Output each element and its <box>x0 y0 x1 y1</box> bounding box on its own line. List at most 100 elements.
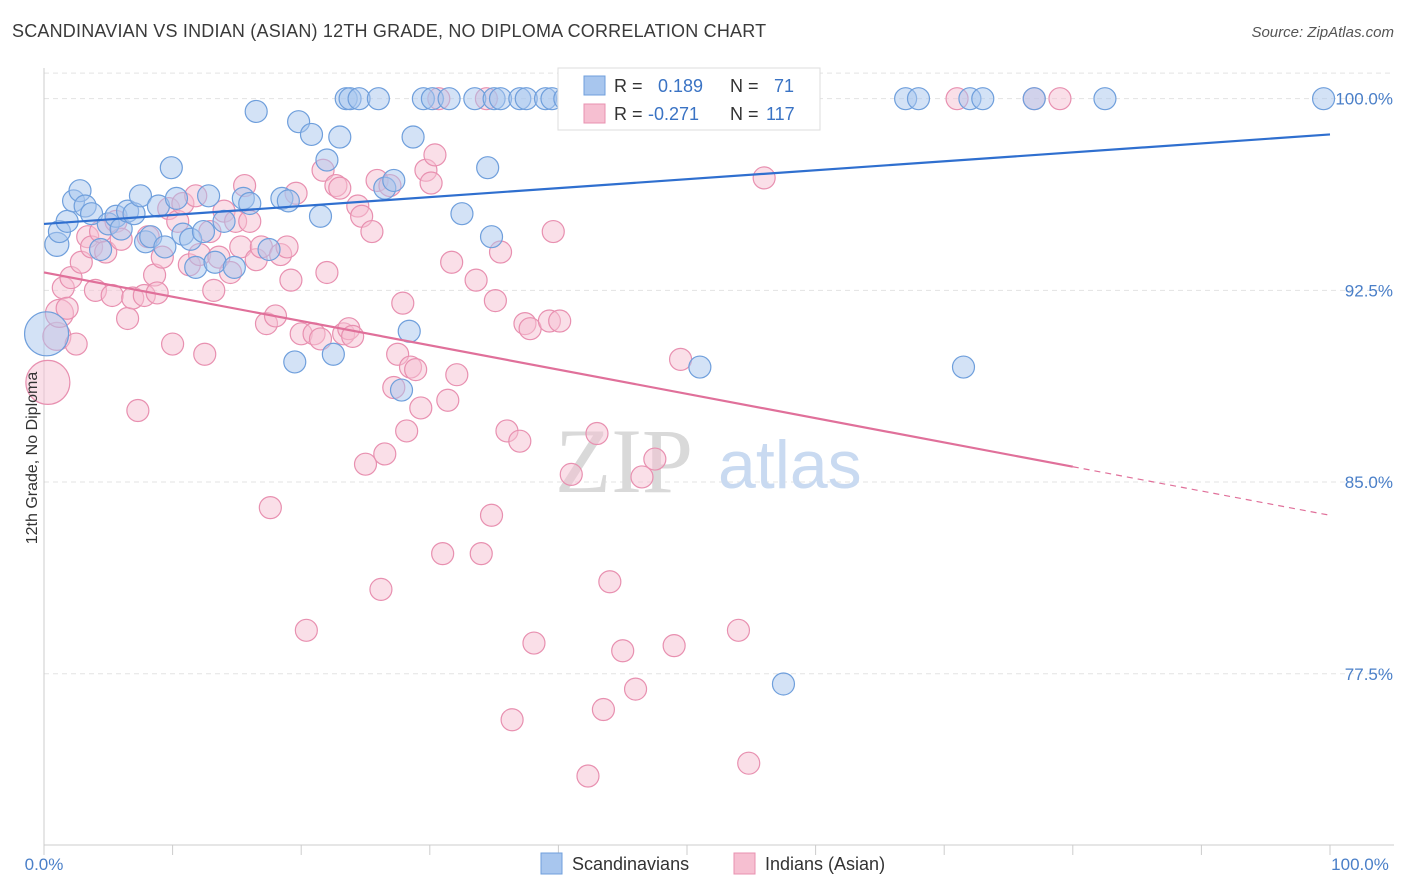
stats-n-value-2: 117 <box>766 104 795 124</box>
scandinavian-point-14 <box>128 184 153 208</box>
indians-point-92 <box>508 429 532 453</box>
scandinavian-point-27 <box>212 209 236 233</box>
indians-point-51 <box>294 618 318 642</box>
scandinavian-point-74 <box>1093 87 1117 111</box>
x-tick-label-max: 100.0% <box>1331 855 1389 874</box>
indians-point-48 <box>279 268 303 292</box>
legend-label-indians: Indians (Asian) <box>765 854 885 874</box>
y-tick-label-2: 85.0% <box>1345 473 1393 492</box>
watermark-atlas: atlas <box>718 427 862 503</box>
scandinavian-point-37 <box>299 122 324 147</box>
scandinavian-point-56 <box>476 156 500 180</box>
indians-point-55 <box>315 260 339 285</box>
indians-point-33 <box>202 278 226 302</box>
legend: Scandinavians Indians (Asian) <box>540 852 885 875</box>
indians-point-25 <box>161 332 185 356</box>
tick-labels: 100.0% 92.5% 85.0% 77.5% 0.0% 100.0% <box>25 90 1393 874</box>
legend-swatch-scandinavians <box>540 852 563 875</box>
legend-swatch-indians <box>733 852 756 875</box>
indians-point-75 <box>409 396 433 420</box>
stats-r-label-2: R = <box>614 104 643 124</box>
indians-point-64 <box>360 219 384 244</box>
scandinavian-point-8 <box>88 237 113 262</box>
indians-point-57 <box>328 176 352 200</box>
scandinavian-point-75 <box>1311 87 1336 111</box>
stats-swatch-blue <box>583 75 606 96</box>
scandinavian-point-47 <box>382 168 406 193</box>
scandinavian-point-54 <box>450 202 474 226</box>
trend-lines <box>43 133 1331 516</box>
indians-point-112 <box>737 751 761 775</box>
y-tick-label-0: 100.0% <box>1335 90 1393 109</box>
indians-point-102 <box>585 421 609 446</box>
stats-r-value-1: 0.189 <box>658 76 703 96</box>
scandinavian-point-40 <box>321 342 345 366</box>
indians-point-106 <box>623 677 648 701</box>
indians-point-99 <box>559 462 583 486</box>
scandinavian-point-32 <box>257 237 281 262</box>
indians-point-109 <box>662 634 686 658</box>
scandinavian-point-26 <box>203 250 227 274</box>
axes <box>43 68 1394 855</box>
indians-point-18 <box>126 398 150 423</box>
indians-point-88 <box>483 288 507 313</box>
scandinavian-point-38 <box>308 204 333 228</box>
indians-point-4 <box>55 296 79 320</box>
watermark-zip: ZIP <box>555 410 693 512</box>
scandinavian-point-34 <box>276 189 300 213</box>
indians-point-108 <box>643 447 667 471</box>
watermark: ZIP atlas <box>555 410 862 512</box>
stats-n-label-1: N = <box>730 76 759 96</box>
scandinavian-point-50 <box>401 125 425 149</box>
stats-r-label-1: R = <box>614 76 643 96</box>
indians-point-31 <box>193 342 217 366</box>
scandinavian-point-72 <box>971 87 995 111</box>
scandinavian-point-20 <box>164 186 189 210</box>
scandinavian-point-39 <box>315 148 339 172</box>
trend-line-scandinavians <box>43 133 1331 226</box>
indians-point-67 <box>373 442 397 466</box>
stats-n-value-1: 71 <box>774 76 794 96</box>
scandinavian-point-48 <box>389 378 414 402</box>
stats-swatch-pink <box>583 103 606 124</box>
scandinavian-point-31 <box>244 99 268 124</box>
indians-point-107 <box>630 465 654 489</box>
indians-point-83 <box>445 363 469 387</box>
source-label: Source: ZipAtlas.com <box>1251 24 1394 41</box>
indians-point-84 <box>464 268 488 292</box>
scandinavian-point-68 <box>771 672 796 696</box>
scandinavian-point-77 <box>688 355 712 379</box>
scandinavian-point-45 <box>366 87 390 111</box>
scandinavian-point-41 <box>328 125 352 149</box>
scandinavian-point-18 <box>153 235 177 259</box>
indians-point-77 <box>419 171 443 195</box>
scandinavian-point-28 <box>222 255 246 279</box>
indians-point-98 <box>548 309 572 333</box>
indians-point-80 <box>431 542 455 566</box>
indians-point-81 <box>436 388 460 412</box>
indians-point-16 <box>115 306 140 331</box>
indians-point-74 <box>404 357 428 382</box>
indians-point-78 <box>423 143 447 167</box>
scandinavian-point-78 <box>479 225 504 249</box>
indians-point-111 <box>726 618 751 642</box>
indians-point-116 <box>1048 87 1072 111</box>
y-tick-label-1: 92.5% <box>1345 281 1393 300</box>
indians-point-87 <box>479 503 504 527</box>
indians-point-66 <box>369 577 393 602</box>
chart-title: SCANDINAVIAN VS INDIAN (ASIAN) 12TH GRAD… <box>12 21 767 41</box>
indians-point-53 <box>308 327 333 351</box>
y-tick-label-3: 77.5% <box>1345 665 1393 684</box>
indians-point-0 <box>25 359 71 405</box>
indians-point-103 <box>591 697 616 722</box>
indians-point-104 <box>598 570 622 594</box>
scandinavian-point-25 <box>197 184 221 208</box>
scandinavian-point-24 <box>191 219 216 244</box>
trend-line-indians-extension <box>1072 466 1331 516</box>
stats-box: R = 0.189 N = 71 R = -0.271 N = 117 <box>557 67 821 131</box>
x-tick-label-min: 0.0% <box>25 855 64 874</box>
indians-point-105 <box>611 639 635 663</box>
stats-n-label-2: N = <box>730 104 759 124</box>
indians-point-63 <box>353 452 378 476</box>
